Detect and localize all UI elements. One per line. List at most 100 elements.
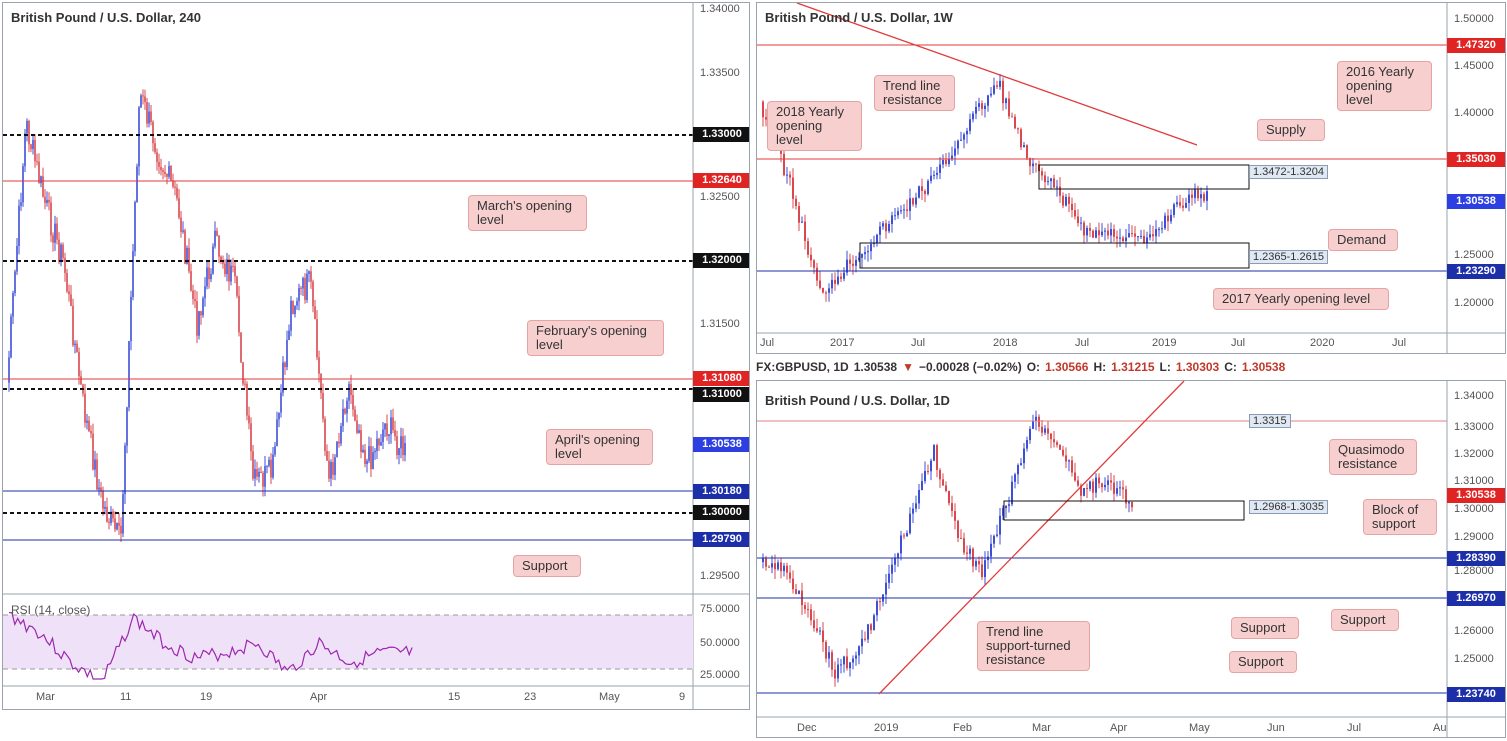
candle bbox=[834, 279, 836, 284]
candle bbox=[900, 535, 902, 554]
candle bbox=[160, 166, 162, 171]
candle bbox=[1089, 227, 1091, 231]
candle bbox=[831, 652, 833, 670]
candle bbox=[1050, 178, 1052, 182]
open-value: 1.30566 bbox=[1045, 360, 1089, 374]
rsi-tick: 25.0000 bbox=[700, 669, 740, 681]
candle bbox=[298, 287, 300, 302]
h4-price-chart[interactable] bbox=[3, 3, 750, 710]
candle bbox=[1128, 233, 1130, 238]
time-tick: 2018 bbox=[993, 337, 1018, 349]
candle bbox=[58, 239, 60, 262]
candle bbox=[801, 221, 803, 223]
support-block-zone bbox=[1003, 500, 1245, 521]
price-tick: 1.29500 bbox=[700, 570, 740, 582]
close-value: 1.30538 bbox=[1241, 360, 1286, 374]
candle bbox=[372, 452, 374, 469]
candle bbox=[864, 638, 866, 640]
candle bbox=[1071, 460, 1073, 473]
price-tick: 1.29000 bbox=[1454, 531, 1494, 543]
candle bbox=[1056, 442, 1058, 445]
candle bbox=[1140, 235, 1142, 237]
candle bbox=[370, 446, 372, 469]
candle bbox=[1035, 416, 1037, 421]
candle bbox=[106, 506, 108, 522]
candle bbox=[148, 111, 150, 124]
candle bbox=[1020, 463, 1022, 466]
candle bbox=[250, 423, 252, 452]
candle bbox=[783, 153, 785, 176]
time-tick: 19 bbox=[200, 691, 213, 703]
candle bbox=[1005, 98, 1007, 104]
daily-price-chart[interactable] bbox=[757, 381, 1506, 738]
candle bbox=[948, 159, 950, 165]
candle bbox=[849, 662, 851, 669]
weekly-price-chart[interactable] bbox=[757, 3, 1506, 354]
candle bbox=[98, 487, 100, 490]
daily-chart-panel[interactable]: British Pound / U.S. Dollar, 1D 1.34000 1… bbox=[756, 380, 1506, 738]
candle bbox=[804, 221, 806, 242]
candle bbox=[852, 658, 854, 663]
candle bbox=[867, 624, 869, 640]
price-tick: 1.50000 bbox=[1454, 13, 1494, 25]
candle bbox=[828, 288, 830, 293]
candle bbox=[184, 230, 186, 264]
candle bbox=[1116, 236, 1118, 239]
time-tick: Apr bbox=[310, 691, 328, 703]
candle bbox=[236, 276, 238, 296]
candle bbox=[218, 235, 220, 257]
candle bbox=[104, 506, 106, 509]
candle bbox=[132, 251, 134, 297]
candle bbox=[156, 152, 158, 162]
candle bbox=[1158, 228, 1160, 230]
candle bbox=[990, 543, 992, 557]
candle bbox=[1110, 229, 1112, 236]
candle bbox=[897, 211, 899, 216]
candle bbox=[954, 511, 956, 521]
candle bbox=[134, 201, 136, 252]
candle bbox=[984, 560, 986, 578]
candle bbox=[386, 423, 388, 436]
candle bbox=[310, 271, 312, 282]
candle bbox=[70, 294, 72, 306]
candle bbox=[1020, 129, 1022, 148]
price-tick: 1.33500 bbox=[700, 67, 740, 79]
candle bbox=[374, 450, 376, 453]
price-tag: 1.31000 bbox=[693, 387, 749, 402]
candle bbox=[36, 161, 38, 163]
candle bbox=[1062, 449, 1064, 456]
candle bbox=[804, 605, 806, 610]
candle bbox=[56, 223, 58, 240]
time-tick: Jul bbox=[1231, 337, 1246, 349]
weekly-chart-panel[interactable]: British Pound / U.S. Dollar, 1W 1.50000 1… bbox=[756, 2, 1506, 354]
candle bbox=[144, 96, 146, 102]
candle bbox=[260, 471, 262, 473]
candle bbox=[765, 557, 767, 567]
candle bbox=[302, 277, 304, 289]
candle bbox=[364, 449, 366, 465]
supply-note: Supply bbox=[1257, 119, 1325, 141]
candle bbox=[34, 140, 36, 162]
h4-chart-panel[interactable]: British Pound / U.S. Dollar, 240 RSI (14… bbox=[2, 2, 750, 710]
candle bbox=[154, 143, 156, 153]
candle bbox=[54, 223, 56, 243]
candle bbox=[1038, 416, 1040, 427]
candle bbox=[909, 513, 911, 534]
candle bbox=[996, 85, 998, 87]
candle bbox=[346, 400, 348, 414]
candle bbox=[1122, 487, 1124, 490]
price-tag: 1.23740 bbox=[1447, 687, 1505, 702]
candle bbox=[1074, 210, 1076, 217]
candle bbox=[224, 263, 226, 275]
candle bbox=[1089, 481, 1091, 489]
candle bbox=[376, 438, 378, 451]
candle bbox=[813, 620, 815, 629]
candle bbox=[762, 557, 764, 563]
candle bbox=[270, 459, 272, 478]
candle bbox=[972, 113, 974, 120]
candle bbox=[1017, 128, 1019, 130]
candle bbox=[1083, 222, 1085, 236]
time-tick: 11 bbox=[120, 691, 132, 703]
candle bbox=[837, 276, 839, 284]
candle bbox=[843, 272, 845, 279]
